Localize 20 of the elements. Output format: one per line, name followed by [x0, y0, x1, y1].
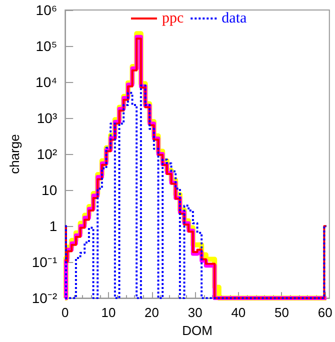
y-tick-label: 10⁵ [36, 38, 58, 54]
x-tick-label: 20 [144, 305, 160, 320]
y-tick-label: 10³ [36, 110, 58, 126]
x-tick-label: 60 [318, 305, 332, 320]
y-tick-label: 10⁴ [36, 74, 58, 90]
y-tick-label: 10⁶ [36, 2, 58, 18]
x-tick-label: 50 [274, 305, 289, 320]
y-tick-label: 1 [49, 218, 58, 234]
legend-label: ppc [162, 10, 184, 26]
y-tick-label: 10⁻² [32, 290, 58, 306]
x-axis-title: DOM [182, 323, 212, 338]
x-tick-label: 0 [62, 305, 69, 320]
x-tick-label: 10 [101, 305, 116, 320]
legend-label: data [222, 10, 247, 26]
x-tick-label: 40 [231, 305, 246, 320]
y-tick-label: 10⁻¹ [32, 254, 58, 270]
y-axis-title: charge [7, 134, 22, 174]
y-tick-label: 10² [36, 146, 58, 162]
y-tick-label: 10 [42, 182, 58, 198]
x-tick-label: 30 [188, 305, 202, 320]
